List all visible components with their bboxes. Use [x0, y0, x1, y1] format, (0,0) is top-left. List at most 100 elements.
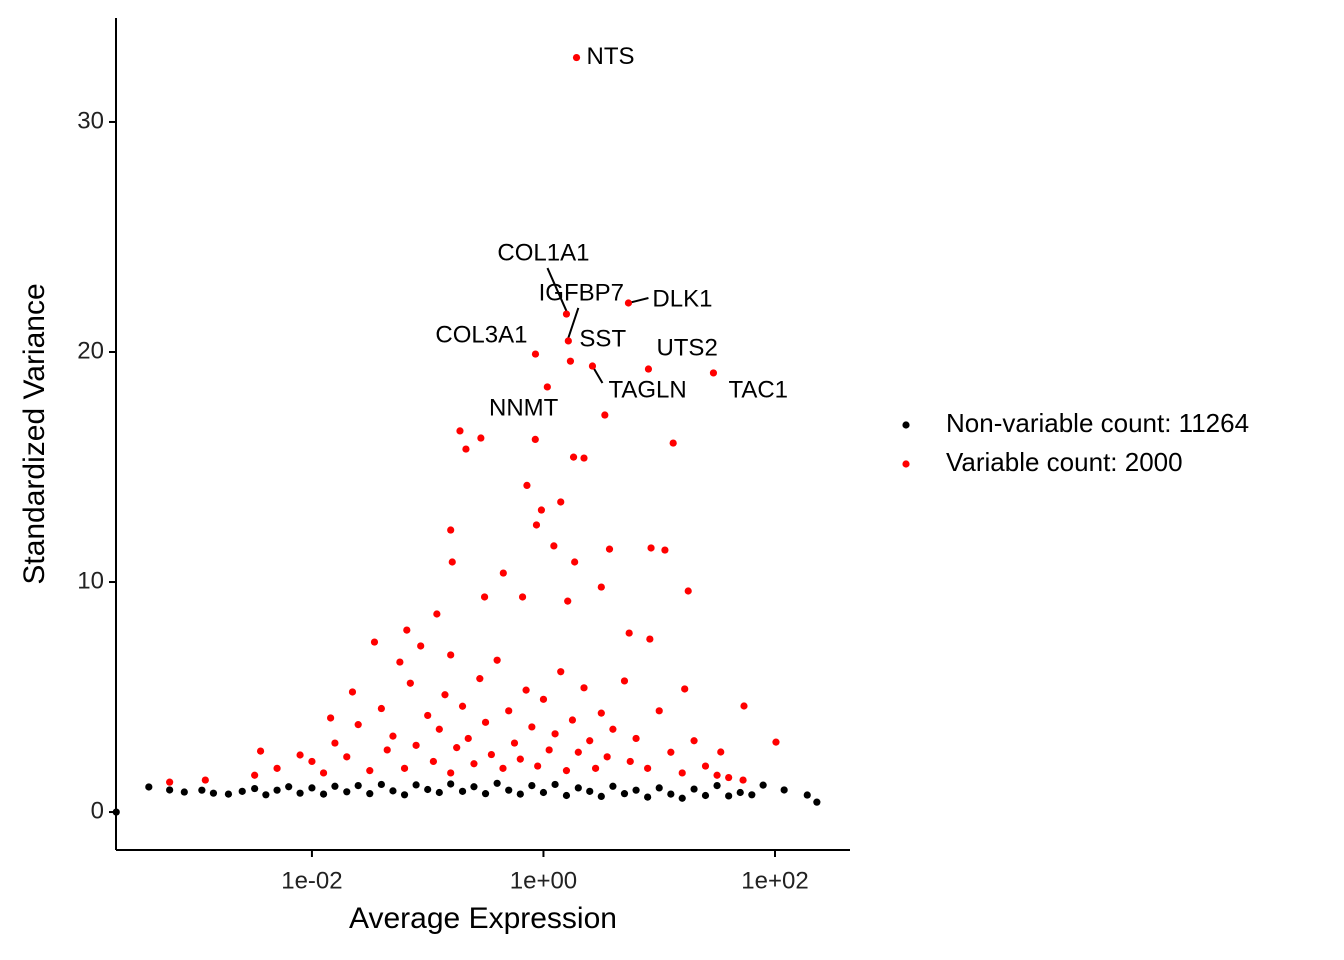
y-tick-label: 20 [77, 337, 104, 364]
annotation: IGFBP7 [539, 279, 624, 306]
point [493, 656, 501, 664]
point [609, 782, 617, 790]
point [591, 764, 600, 772]
point [348, 688, 357, 696]
point [112, 808, 120, 816]
point [713, 771, 721, 779]
point [366, 767, 374, 775]
point [667, 748, 675, 756]
x-tick-label: 1e-02 [281, 867, 342, 894]
point [620, 677, 629, 685]
point [166, 786, 174, 794]
point [545, 746, 553, 754]
point [518, 593, 527, 601]
point [580, 684, 588, 692]
point [531, 435, 539, 444]
point [603, 753, 611, 761]
point [308, 784, 316, 792]
point [417, 642, 425, 650]
point [739, 776, 747, 784]
point [447, 651, 455, 659]
point [717, 748, 725, 756]
point [690, 785, 698, 793]
point [256, 747, 265, 755]
point [537, 506, 546, 514]
point [251, 771, 259, 779]
point [562, 767, 571, 775]
point [458, 702, 467, 710]
annotation: COL3A1 [435, 321, 527, 348]
point [470, 783, 478, 791]
point [644, 793, 652, 801]
point [209, 789, 218, 797]
point [597, 709, 605, 717]
point [453, 744, 461, 752]
point [736, 788, 744, 797]
point [447, 526, 455, 534]
point [605, 545, 614, 553]
point [534, 762, 542, 770]
annotation: SST [579, 326, 626, 353]
point [327, 714, 335, 722]
point [601, 411, 609, 419]
point [470, 760, 478, 768]
point [435, 725, 443, 733]
point [406, 679, 414, 687]
point [597, 792, 605, 801]
y-tick-label: 0 [91, 797, 104, 824]
point [701, 762, 710, 770]
point [522, 686, 530, 694]
annotation: NNMT [489, 394, 559, 421]
point [180, 788, 188, 796]
point [285, 783, 293, 791]
point [273, 786, 281, 794]
point [343, 753, 351, 761]
point [597, 583, 605, 591]
point [562, 310, 571, 318]
point [477, 434, 485, 442]
point [669, 439, 677, 447]
point [370, 638, 379, 646]
point [571, 558, 579, 566]
point [725, 773, 733, 782]
legend-label: Variable count: 2000 [946, 447, 1183, 477]
point [505, 786, 513, 794]
point [624, 299, 633, 307]
point [586, 737, 594, 745]
annotation: TAC1 [728, 376, 788, 403]
point [354, 721, 362, 729]
point [412, 741, 420, 749]
point [523, 481, 531, 490]
point [412, 781, 420, 789]
point [145, 783, 153, 791]
point [557, 668, 565, 676]
point [725, 792, 733, 800]
point [433, 610, 441, 618]
point [447, 780, 455, 788]
point [458, 787, 467, 795]
point [803, 791, 811, 799]
point [396, 658, 404, 666]
point [296, 751, 304, 759]
point [343, 788, 351, 796]
point [201, 776, 209, 784]
point [383, 746, 391, 754]
leader-line [546, 267, 568, 312]
point [709, 369, 718, 377]
point [476, 675, 484, 683]
point [456, 427, 464, 435]
point [551, 780, 559, 789]
point [354, 781, 362, 790]
point [626, 757, 634, 766]
point [701, 791, 710, 800]
point [661, 546, 669, 554]
point [813, 798, 821, 806]
point [493, 779, 501, 787]
point [713, 781, 721, 790]
point [377, 704, 385, 713]
point [224, 790, 233, 798]
point [655, 784, 663, 792]
y-axis-title: Standardized Variance [18, 283, 51, 584]
point [609, 725, 617, 733]
